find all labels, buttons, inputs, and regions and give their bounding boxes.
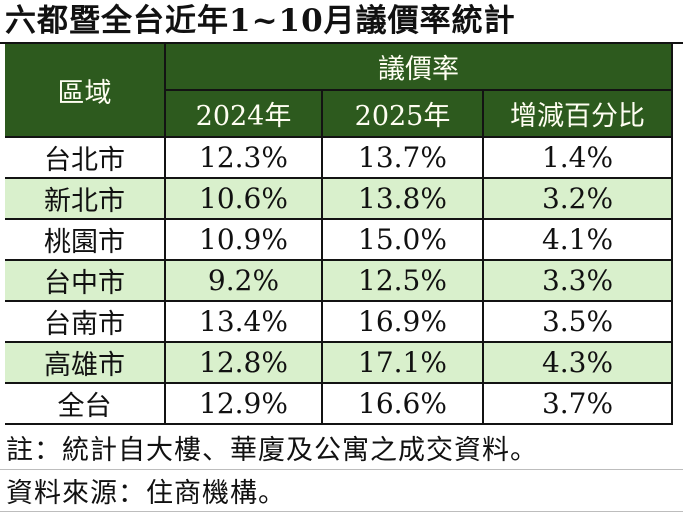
table-row: 台北市 12.3% 13.7% 1.4% [4, 136, 674, 179]
cell-2025: 13.8% [321, 177, 484, 220]
table-row: 台中市 9.2% 12.5% 3.3% [4, 259, 674, 302]
cell-change: 4.1% [481, 218, 674, 261]
table-row: 新北市 10.6% 13.8% 3.2% [4, 177, 674, 220]
cell-region: 全台 [4, 382, 166, 425]
cell-2024: 9.2% [164, 259, 323, 302]
table-row: 全台 12.9% 16.6% 3.7% [4, 382, 674, 425]
cell-2025: 12.5% [321, 259, 484, 302]
note-line-2: 資料來源：住商機構。 [0, 470, 683, 512]
header-cell-region: 區域 [4, 43, 166, 138]
cell-region: 台南市 [4, 300, 166, 343]
note-line-1: 註：統計自大樓、華廈及公寓之成交資料。 [0, 425, 683, 470]
cell-region: 新北市 [4, 177, 166, 220]
cell-2025: 16.6% [321, 382, 484, 425]
header-row-group: 區域 議價率 [4, 43, 674, 138]
negotiation-rate-table: 區域 議價率 2024年 2025年 增減百分比 台北市 12.3% 13.7%… [4, 43, 674, 425]
cell-region: 桃園市 [4, 218, 166, 261]
cell-region: 台中市 [4, 259, 166, 302]
cell-2024: 10.6% [164, 177, 323, 220]
cell-2025: 13.7% [321, 136, 484, 179]
cell-2024: 12.3% [164, 136, 323, 179]
header-row-years: 2024年 2025年 增減百分比 [5, 89, 674, 138]
table-row: 台南市 13.4% 16.9% 3.5% [4, 300, 674, 343]
header-cell-year-2024: 2024年 [164, 89, 323, 138]
cell-2024: 12.9% [164, 382, 323, 425]
header-cell-year-2025: 2025年 [321, 89, 484, 138]
header-cell-change-pct: 增減百分比 [481, 89, 674, 138]
cell-2024: 12.8% [164, 341, 323, 384]
footnotes: 註：統計自大樓、華廈及公寓之成交資料。 資料來源：住商機構。 [0, 425, 683, 512]
cell-2025: 16.9% [321, 300, 484, 343]
cell-2025: 17.1% [321, 341, 484, 384]
title-bar: 六都暨全台近年1~10月議價率統計 [0, 0, 683, 44]
cell-2024: 13.4% [164, 300, 323, 343]
page-title: 六都暨全台近年1~10月議價率統計 [5, 2, 516, 39]
cell-change: 3.2% [481, 177, 674, 220]
table-row: 高雄市 12.8% 17.1% 4.3% [4, 341, 674, 384]
cell-region: 高雄市 [4, 341, 166, 384]
cell-change: 3.3% [481, 259, 674, 302]
table-row: 桃園市 10.9% 15.0% 4.1% [4, 218, 674, 261]
header-cell-group-negotiation-rate: 議價率 [163, 43, 674, 91]
cell-change: 1.4% [481, 136, 674, 179]
cell-change: 3.5% [481, 300, 674, 343]
cell-region: 台北市 [4, 136, 166, 179]
cell-change: 4.3% [481, 341, 674, 384]
cell-2024: 10.9% [164, 218, 323, 261]
cell-change: 3.7% [481, 382, 674, 425]
cell-2025: 15.0% [321, 218, 484, 261]
